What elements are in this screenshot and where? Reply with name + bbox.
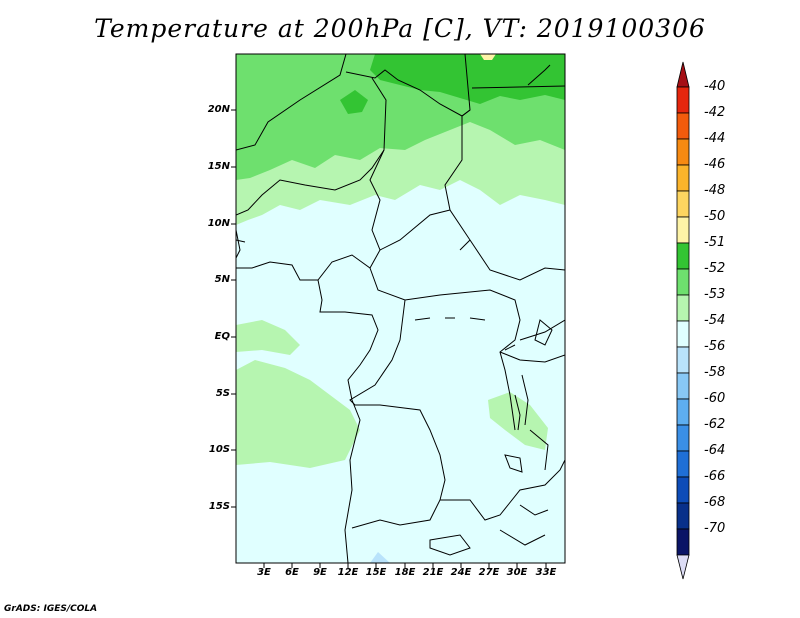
colorbar-label: -44 <box>704 131 726 146</box>
lon-label-24e: 24E <box>450 567 472 578</box>
lat-label-15s: 15S <box>208 501 230 512</box>
colorbar-segment <box>676 502 690 530</box>
lon-label-33e: 33E <box>535 567 557 578</box>
colorbar-label: -51 <box>704 235 726 250</box>
colorbar-label: -48 <box>704 183 726 198</box>
colorbar-segment <box>676 216 690 244</box>
colorbar-segment <box>676 398 690 426</box>
lat-label-15n: 15N <box>207 161 230 172</box>
colorbar-segment <box>676 476 690 504</box>
colorbar-segment <box>676 346 690 374</box>
colorbar-label: -54 <box>704 313 726 328</box>
colorbar-label: -46 <box>704 157 726 172</box>
colorbar-segment <box>676 268 690 296</box>
colorbar-label: -56 <box>704 339 726 354</box>
map-title: Temperature at 200hPa [C], VT: 201910030… <box>94 14 706 43</box>
field-minus-53-to-54-sw <box>236 360 360 468</box>
lat-label-20n: 20N <box>207 104 230 115</box>
lon-label-30e: 30E <box>506 567 528 578</box>
temperature-field <box>236 54 565 563</box>
colorbar-label: -50 <box>704 209 726 224</box>
colorbar-segment <box>676 190 690 218</box>
lon-label-18e: 18E <box>394 567 416 578</box>
field-warm-spot <box>480 54 496 60</box>
lat-label-eq: EQ <box>214 331 230 342</box>
colorbar-segment <box>676 528 690 556</box>
colorbar-label: -60 <box>704 391 726 406</box>
lon-label-21e: 21E <box>422 567 444 578</box>
field-minus-53-to-54-w <box>236 320 300 355</box>
colorbar-label: -62 <box>704 417 726 432</box>
country-borders <box>236 54 565 563</box>
colorbar-bottom-arrow <box>676 554 690 580</box>
lon-label-15e: 15E <box>365 567 387 578</box>
colorbar-segment <box>676 138 690 166</box>
colorbar-segment <box>676 112 690 140</box>
colorbar-segment <box>676 86 690 114</box>
colorbar-segment <box>676 294 690 322</box>
field-cold-spot <box>370 552 390 563</box>
colorbar-label: -64 <box>704 443 726 458</box>
field-minus-53-to-54-se <box>488 392 548 450</box>
lon-label-27e: 27E <box>478 567 500 578</box>
colorbar-segment <box>676 424 690 452</box>
lat-label-10n: 10N <box>207 218 230 229</box>
colorbar-segment <box>676 450 690 478</box>
colorbar-label: -40 <box>704 79 726 94</box>
credit-footer: GrADS: IGES/COLA <box>4 604 98 614</box>
lat-label-5n: 5N <box>214 274 230 285</box>
lat-label-5s: 5S <box>215 388 230 399</box>
colorbar-segment <box>676 320 690 348</box>
lon-label-6e: 6E <box>285 567 299 578</box>
colorbar-label: -70 <box>704 521 726 536</box>
colorbar-segment <box>676 372 690 400</box>
colorbar-segment <box>676 164 690 192</box>
colorbar-label: -58 <box>704 365 726 380</box>
colorbar <box>676 61 690 580</box>
colorbar-label: -66 <box>704 469 726 484</box>
colorbar-label: -68 <box>704 495 726 510</box>
lon-label-12e: 12E <box>337 567 359 578</box>
field-minus-51-to-52-b <box>340 90 368 114</box>
colorbar-label: -42 <box>704 105 726 120</box>
lat-label-10s: 10S <box>208 444 230 455</box>
colorbar-label: -52 <box>704 261 726 276</box>
colorbar-top-arrow <box>676 61 690 88</box>
colorbar-segment <box>676 242 690 270</box>
colorbar-label: -53 <box>704 287 726 302</box>
lon-label-3e: 3E <box>257 567 271 578</box>
map-frame <box>235 53 566 564</box>
lon-label-9e: 9E <box>313 567 327 578</box>
axis-ticks <box>231 109 547 568</box>
